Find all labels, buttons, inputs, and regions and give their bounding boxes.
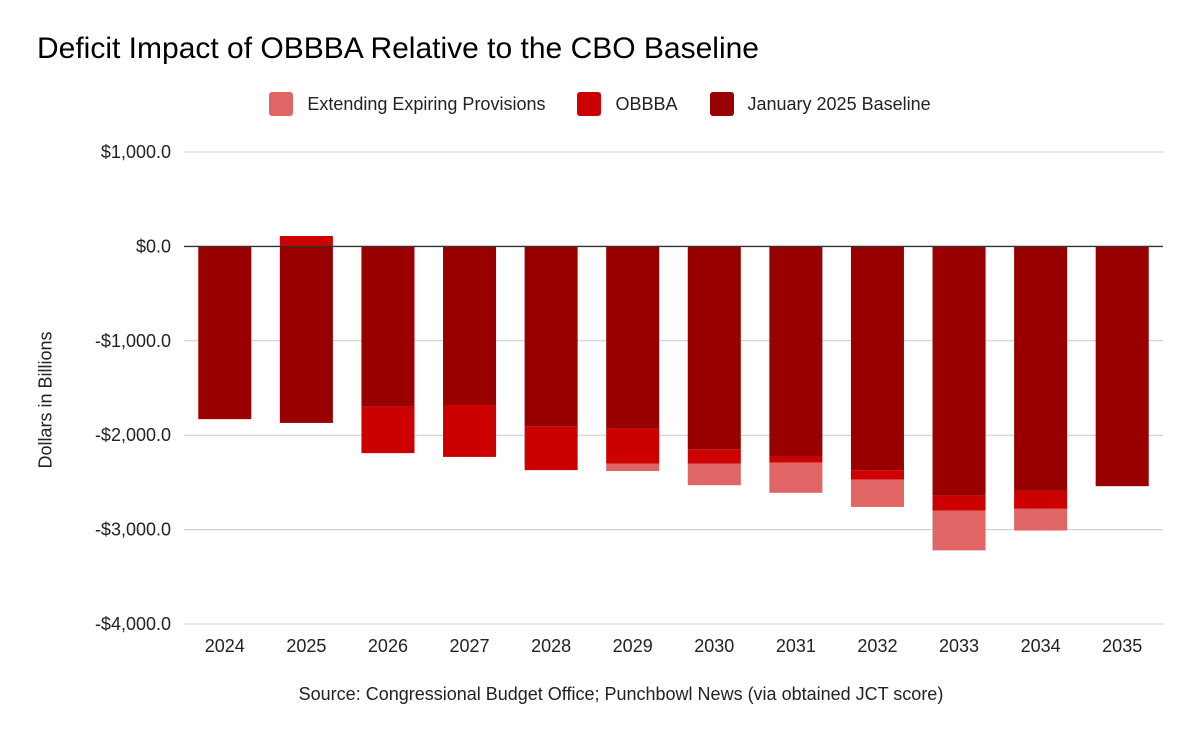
x-tick-label: 2035 (1102, 636, 1142, 656)
legend-item-extending: Extending Expiring Provisions (269, 92, 545, 116)
bar-january-2025-baseline-2031 (769, 246, 823, 457)
legend-item-obbba: OBBBA (577, 92, 678, 116)
x-tick-label: 2031 (776, 636, 816, 656)
x-tick-label: 2029 (613, 636, 653, 656)
x-tick-label: 2032 (857, 636, 897, 656)
y-tick-label: $0.0 (136, 236, 171, 256)
bar-obbba-2027 (443, 404, 497, 457)
y-tick-label: -$3,000.0 (95, 520, 171, 540)
x-tick-label: 2026 (368, 636, 408, 656)
bar-obbba-2031 (769, 456, 823, 463)
x-tick-label: 2030 (694, 636, 734, 656)
x-tick-label: 2024 (205, 636, 245, 656)
bar-january-2025-baseline-2024 (198, 246, 252, 420)
bar-obbba-2034 (1014, 490, 1068, 509)
bar-january-2025-baseline-2035 (1095, 246, 1149, 487)
y-tick-label: -$1,000.0 (95, 331, 171, 351)
bar-january-2025-baseline-2028 (524, 246, 578, 427)
bar-january-2025-baseline-2034 (1014, 246, 1068, 491)
bar-january-2025-baseline-2026 (361, 246, 415, 407)
legend-swatch-extending (269, 92, 294, 116)
legend-label-obbba: OBBBA (615, 93, 678, 114)
bar-obbba-2028 (524, 426, 578, 471)
y-tick-label: -$2,000.0 (95, 425, 171, 445)
y-tick-label: -$4,000.0 (95, 614, 171, 634)
x-tick-label: 2033 (939, 636, 979, 656)
legend-swatch-baseline (709, 92, 734, 116)
bar-obbba-2033 (932, 495, 986, 511)
bar-obbba-2026 (361, 406, 415, 454)
x-tick-label: 2025 (286, 636, 326, 656)
y-tick-label: $1,000.0 (101, 142, 171, 162)
legend-swatch-obbba (577, 92, 602, 116)
chart-legend: Extending Expiring Provisions OBBBA Janu… (0, 92, 1200, 116)
bar-january-2025-baseline-2027 (443, 246, 497, 405)
bar-obbba-2029 (606, 428, 660, 464)
x-tick-label: 2034 (1021, 636, 1061, 656)
x-tick-label: 2027 (450, 636, 490, 656)
bar-extending-expiring-provisions-2031 (769, 462, 823, 493)
legend-item-baseline: January 2025 Baseline (709, 92, 931, 116)
legend-label-extending: Extending Expiring Provisions (307, 93, 546, 114)
legend-label-baseline: January 2025 Baseline (747, 93, 931, 114)
bar-extending-expiring-provisions-2034 (1014, 508, 1068, 531)
bar-extending-expiring-provisions-2032 (850, 479, 904, 507)
chart-title: Deficit Impact of OBBBA Relative to the … (37, 32, 759, 65)
source-note: Source: Congressional Budget Office; Pun… (298, 684, 944, 704)
bar-obbba-2032 (850, 470, 904, 480)
bar-january-2025-baseline-2029 (606, 246, 660, 429)
bar-january-2025-baseline-2032 (850, 246, 904, 471)
bar-extending-expiring-provisions-2029 (606, 463, 660, 472)
bar-january-2025-baseline-2030 (687, 246, 741, 450)
bar-extending-expiring-provisions-2030 (687, 463, 741, 486)
bar-obbba-2030 (687, 449, 741, 464)
bar-january-2025-baseline-2033 (932, 246, 986, 496)
bar-obbba-2025 (279, 236, 333, 247)
bar-january-2025-baseline-2025 (279, 246, 333, 423)
x-tick-label: 2028 (531, 636, 571, 656)
bar-extending-expiring-provisions-2033 (932, 510, 986, 551)
